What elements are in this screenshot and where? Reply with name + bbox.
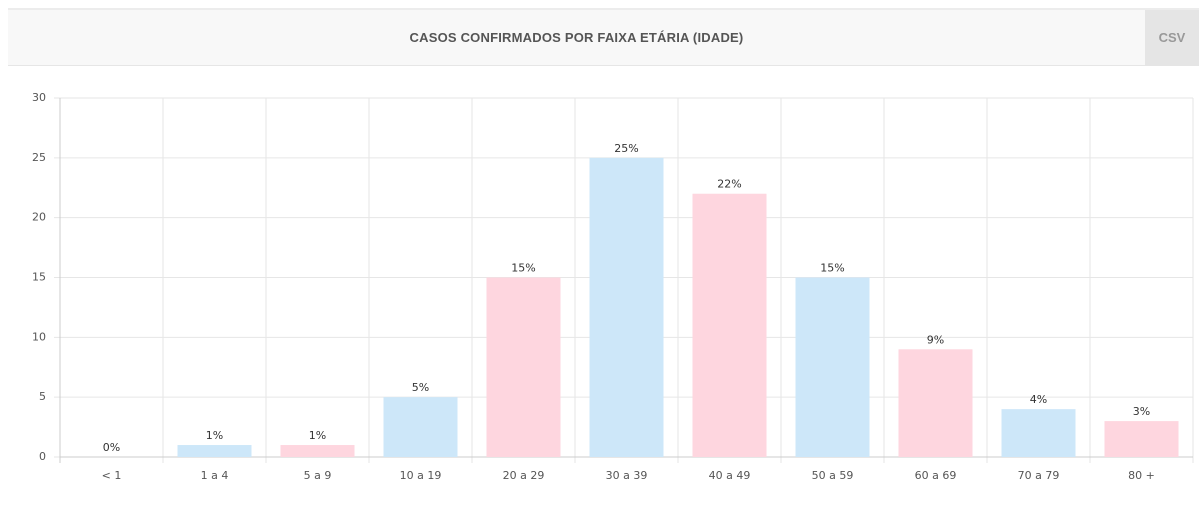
y-tick-label: 5: [39, 390, 46, 403]
data-label: 1%: [309, 429, 326, 442]
bar: [177, 445, 252, 457]
x-tick-label: 50 a 59: [812, 469, 854, 482]
bar: [795, 277, 870, 457]
y-tick-label: 0: [39, 450, 46, 463]
bar: [383, 397, 458, 457]
bar: [898, 349, 973, 457]
data-label: 9%: [927, 333, 944, 346]
x-tick-label: 20 a 29: [503, 469, 545, 482]
data-label: 25%: [614, 142, 638, 155]
data-label: 15%: [511, 262, 535, 275]
bar: [589, 157, 664, 458]
data-label: 3%: [1133, 405, 1150, 418]
x-tick-label: 80 +: [1128, 469, 1155, 482]
chart-title: CASOS CONFIRMADOS POR FAIXA ETÁRIA (IDAD…: [409, 30, 744, 45]
x-tick-label: 10 a 19: [400, 469, 442, 482]
y-tick-label: 10: [32, 330, 46, 343]
x-tick-label: 30 a 39: [606, 469, 648, 482]
bar: [280, 445, 355, 457]
data-label: 22%: [717, 178, 741, 191]
x-tick-label: < 1: [102, 469, 122, 482]
bar: [1001, 409, 1076, 457]
data-label: 1%: [206, 429, 223, 442]
y-tick-label: 25: [32, 151, 46, 164]
bar: [692, 193, 767, 457]
bar: [486, 277, 561, 457]
bar: [1104, 421, 1179, 457]
data-label: 0%: [103, 441, 120, 454]
panel-header: CASOS CONFIRMADOS POR FAIXA ETÁRIA (IDAD…: [8, 8, 1199, 66]
x-tick-label: 5 a 9: [304, 469, 332, 482]
data-label: 5%: [412, 381, 429, 394]
data-label: 15%: [820, 262, 844, 275]
data-label: 4%: [1030, 393, 1047, 406]
x-tick-label: 40 a 49: [709, 469, 751, 482]
x-tick-label: 1 a 4: [201, 469, 229, 482]
x-tick-label: 60 a 69: [915, 469, 957, 482]
x-tick-label: 70 a 79: [1018, 469, 1060, 482]
csv-button[interactable]: CSV: [1145, 10, 1199, 66]
y-tick-label: 15: [32, 271, 46, 284]
y-tick-label: 30: [32, 91, 46, 104]
y-tick-label: 20: [32, 211, 46, 224]
